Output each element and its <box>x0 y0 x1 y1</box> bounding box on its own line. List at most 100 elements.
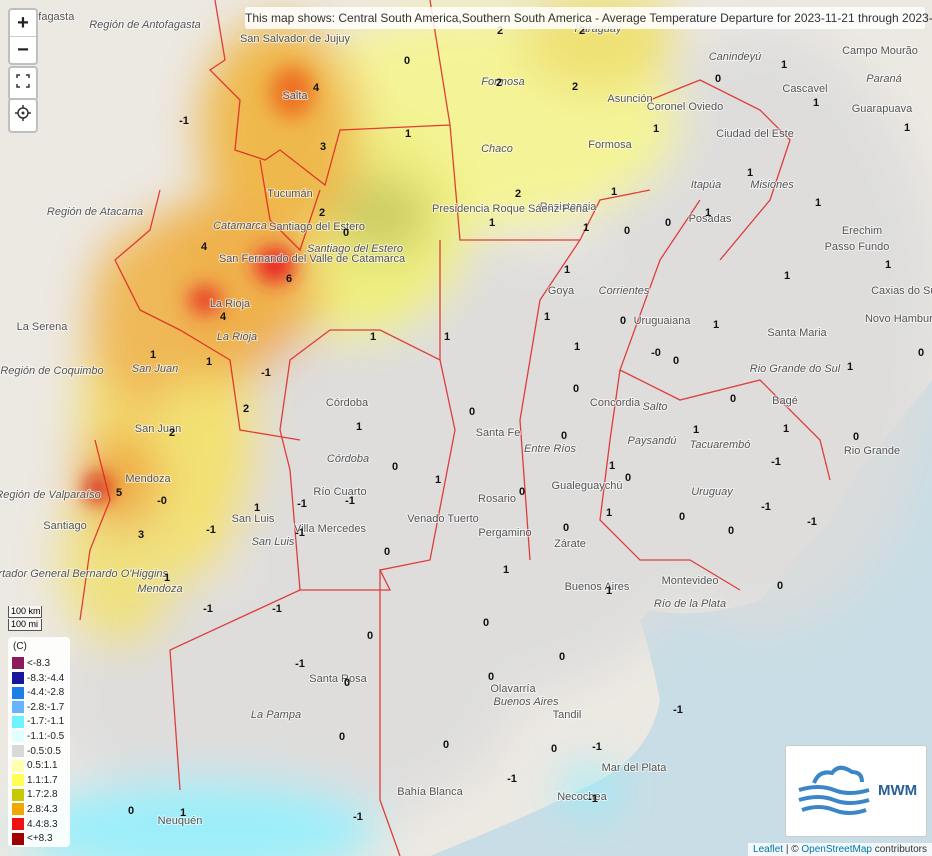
contour-label: -1 <box>761 501 771 513</box>
contour-label: 5 <box>116 487 122 499</box>
contour-label: 0 <box>384 546 390 558</box>
legend-swatch <box>12 730 24 743</box>
contour-label: -1 <box>807 516 817 528</box>
attribution-suffix: contributors <box>874 844 927 855</box>
place-label: Pergamino <box>478 527 531 539</box>
place-label: Mendoza <box>125 473 171 485</box>
contour-label: 1 <box>489 217 495 229</box>
contour-label: 0 <box>551 743 557 755</box>
place-label: San Juan <box>135 423 181 435</box>
place-label: Necochea <box>557 791 607 803</box>
place-label: Concordia <box>590 397 641 409</box>
legend-item: <-8.3 <box>12 657 50 671</box>
place-label: Erechim <box>842 225 882 237</box>
place-label: Formosa <box>481 76 524 88</box>
zoom-in[interactable]: + <box>10 10 36 37</box>
legend-label: 4.4:8.3 <box>27 818 58 830</box>
place-label: Río de la Plata <box>654 598 726 610</box>
contour-label: -0 <box>157 495 167 507</box>
contour-label: 0 <box>561 430 567 442</box>
place-label: Montevideo <box>662 575 719 587</box>
contour-label: 1 <box>444 331 450 343</box>
legend-swatch <box>12 803 24 816</box>
place-label: La Rioja <box>210 298 251 310</box>
place-label: Paysandú <box>628 435 677 447</box>
contour-label: -1 <box>272 603 282 615</box>
legend-label: 0.5:1.1 <box>27 760 58 772</box>
legend-label: 1.1:1.7 <box>27 774 58 786</box>
scale-mi: 100 mi <box>8 619 42 631</box>
place-label: San Fernando del Valle de Catamarca <box>219 253 406 265</box>
contour-label: -1 <box>588 793 598 805</box>
place-label: Passo Fundo <box>825 241 890 253</box>
legend-label: 1.7:2.8 <box>27 789 58 801</box>
place-label: Córdoba <box>326 397 369 409</box>
place-label: Guarapuava <box>852 103 913 115</box>
place-label: San Juan <box>132 363 178 375</box>
legend-swatch <box>12 744 24 757</box>
contour-label: 0 <box>777 580 783 592</box>
contour-label: 2 <box>319 207 325 219</box>
contour-label: 0 <box>728 525 734 537</box>
locate-control <box>8 98 38 133</box>
contour-label: 4 <box>201 241 208 253</box>
contour-label: 1 <box>206 356 212 368</box>
legend-label: -1.7:-1.1 <box>27 716 65 728</box>
contour-label: 1 <box>611 186 617 198</box>
place-label: Canindeyú <box>709 51 762 63</box>
place-label: Ciudad del Este <box>716 128 794 140</box>
logo-icon <box>798 765 870 815</box>
contour-label: 1 <box>813 97 819 109</box>
place-label: Región de Valparaíso <box>0 489 101 501</box>
contour-label: 1 <box>815 197 821 209</box>
place-label: Gualeguaychú <box>552 480 623 492</box>
contour-label: 1 <box>609 460 615 472</box>
contour-label: 0 <box>344 677 350 689</box>
place-label: Bagé <box>772 395 798 407</box>
scale-km: 100 km <box>8 606 42 618</box>
legend-item: 1.7:2.8 <box>12 788 58 802</box>
place-label: Resistencia <box>540 201 598 213</box>
contour-label: 0 <box>367 630 373 642</box>
contour-label: -1 <box>673 704 683 716</box>
place-label: Misiones <box>750 179 794 191</box>
place-label: Santiago <box>43 520 86 532</box>
contour-label: 0 <box>918 347 924 359</box>
place-label: Cascavel <box>782 83 827 95</box>
contour-label: 1 <box>783 423 789 435</box>
place-label: Tacuarembó <box>690 439 751 451</box>
place-label: Mar del Plata <box>602 762 668 774</box>
contour-label: 0 <box>519 486 525 498</box>
contour-label: 1 <box>564 264 570 276</box>
leaflet-link[interactable]: Leaflet <box>753 844 784 855</box>
place-label: Bahía Blanca <box>397 786 463 798</box>
legend-swatch <box>12 788 24 801</box>
place-label: Chaco <box>481 143 513 155</box>
place-label: Santiago del Estero <box>269 221 365 233</box>
place-label: La Rioja <box>217 331 257 343</box>
contour-label: 1 <box>713 319 719 331</box>
contour-label: 0 <box>443 739 449 751</box>
legend-label: -2.8:-1.7 <box>27 701 65 713</box>
osm-link[interactable]: OpenStreetMap <box>801 844 872 855</box>
locate-button[interactable] <box>10 100 36 126</box>
contour-label: 1 <box>503 564 509 576</box>
contour-label: 0 <box>563 522 569 534</box>
place-label: Santa Fe <box>476 427 521 439</box>
legend-swatch <box>12 759 24 772</box>
contour-label: -1 <box>179 115 189 127</box>
contour-label: 1 <box>150 349 156 361</box>
place-label: Uruguaiana <box>634 315 692 327</box>
contour-label: 1 <box>747 167 753 179</box>
contour-label: 1 <box>180 807 186 819</box>
fullscreen-button[interactable] <box>10 68 36 94</box>
contour-label: 1 <box>435 474 441 486</box>
zoom-out[interactable]: − <box>17 39 29 61</box>
place-label: Villa Mercedes <box>294 523 366 535</box>
temperature-overlay <box>20 0 932 856</box>
place-label: Zárate <box>554 538 586 550</box>
contour-label: 0 <box>573 383 579 395</box>
contour-label: 2 <box>496 77 502 89</box>
legend-label: -8.3:-4.4 <box>27 672 65 684</box>
